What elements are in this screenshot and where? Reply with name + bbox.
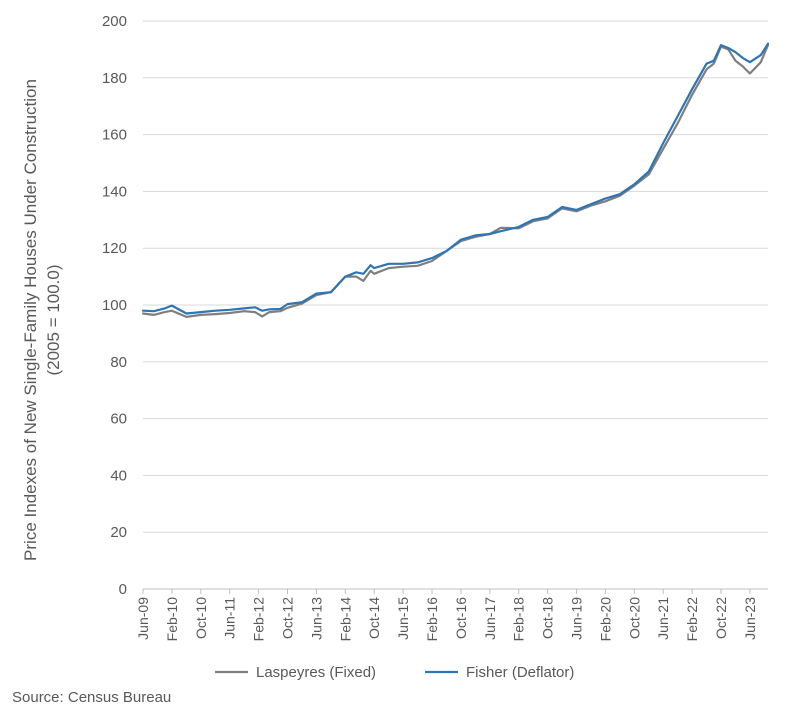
y-tick-label: 0 [119,581,127,598]
source-note: Source: Census Bureau [12,689,172,706]
legend-label-laspeyres: Laspeyres (Fixed) [256,664,376,681]
y-tick-label: 100 [102,297,127,314]
x-tick-label: Jun-15 [395,597,411,640]
y-tick-label: 200 [102,13,127,30]
y-tick-label: 140 [102,183,127,200]
x-tick-label: Feb-16 [424,597,440,642]
x-tick-label: Oct-14 [366,597,382,639]
x-tick-label: Jun-23 [742,597,758,640]
x-tick-label: Jun-21 [655,597,671,640]
x-tick-label: Feb-22 [684,597,700,642]
legend-label-fisher: Fisher (Deflator) [466,664,574,681]
x-tick-label: Jun-19 [569,597,585,640]
x-tick-label: Jun-13 [308,597,324,640]
series-lines [141,42,770,318]
y-tick-label: 80 [110,354,127,371]
y-axis-ticks: 0 20 40 60 80 100 120 140 160 180 200 [102,13,127,598]
y-axis-title-line2: (2005 = 100.0) [44,264,63,375]
x-tick-label: Feb-12 [251,597,267,642]
x-tick-label: Feb-18 [511,597,527,642]
x-tick-label: Jun-17 [482,597,498,640]
series-line-fisher [141,42,770,315]
x-tick-label: Oct-12 [280,597,296,639]
x-tick-label: Oct-18 [540,597,556,639]
x-tick-label: Oct-10 [193,597,209,639]
legend: Laspeyres (Fixed) Fisher (Deflator) [215,664,574,681]
series-line-laspeyres [141,44,770,318]
y-tick-label: 120 [102,240,127,257]
y-axis-title-line1: Price Indexes of New Single-Family House… [21,79,40,561]
y-tick-label: 60 [110,411,127,428]
y-tick-label: 160 [102,127,127,144]
gridlines [143,20,768,533]
x-axis: Jun-09 Feb-10 Oct-10 Jun-11 Feb-12 Oct-12 Jun-… [135,588,768,642]
y-tick-label: 20 [110,524,127,541]
y-tick-label: 40 [110,467,127,484]
x-tick-label: Jun-11 [222,597,238,639]
x-tick-label: Oct-22 [713,597,729,639]
x-tick-label: Feb-14 [337,597,353,642]
y-tick-label: 180 [102,70,127,87]
x-tick-label: Oct-16 [453,597,469,639]
x-tick-label: Feb-10 [164,597,180,642]
x-tick-label: Jun-09 [135,597,151,640]
x-tick-label: Oct-20 [626,597,642,639]
x-tick-label: Feb-20 [597,597,613,642]
